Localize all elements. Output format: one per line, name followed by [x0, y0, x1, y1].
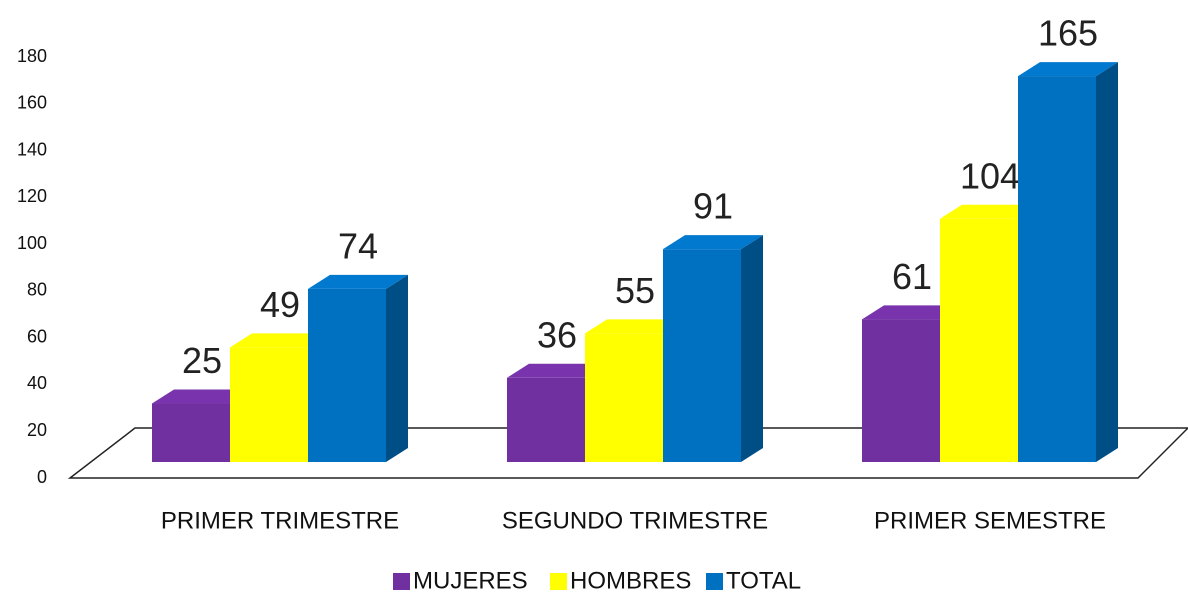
bar-top: [308, 274, 408, 289]
data-label: 49: [260, 284, 300, 325]
bar-top: [940, 204, 1040, 219]
bar: [507, 377, 585, 462]
bar: [308, 288, 386, 462]
bar-top: [230, 333, 330, 348]
data-label: 74: [338, 225, 378, 266]
data-label: 165: [1038, 13, 1098, 54]
bar: [940, 218, 1018, 462]
bar-top: [507, 363, 607, 378]
bar: [663, 249, 741, 462]
data-label: 91: [693, 186, 733, 227]
y-tick-label: 180: [17, 46, 47, 66]
x-tick-label: PRIMER TRIMESTRE: [161, 507, 399, 534]
bar-side: [386, 274, 408, 462]
y-tick-label: 160: [17, 93, 47, 113]
y-tick-label: 100: [17, 233, 47, 253]
bar: [1018, 76, 1096, 462]
legend-swatch: [393, 573, 410, 590]
y-tick-label: 0: [37, 467, 47, 487]
legend-label: HOMBRES: [570, 567, 691, 593]
bar: [862, 319, 940, 462]
legend-label: TOTAL: [726, 567, 801, 593]
bar-top: [862, 305, 962, 320]
bar-top: [585, 319, 685, 334]
y-tick-label: 20: [27, 420, 47, 440]
bar: [152, 403, 230, 462]
x-tick-label: PRIMER SEMESTRE: [874, 507, 1106, 534]
legend-swatch: [550, 573, 567, 590]
legend-swatch: [706, 573, 723, 590]
bar-top: [152, 389, 252, 404]
bar-side: [741, 235, 763, 462]
data-label: 55: [615, 270, 655, 311]
bar-top: [663, 235, 763, 250]
data-label: 36: [537, 314, 577, 355]
legend-label: MUJERES: [413, 567, 528, 593]
y-tick-label: 60: [27, 326, 47, 346]
y-tick-label: 40: [27, 373, 47, 393]
y-tick-label: 80: [27, 280, 47, 300]
data-label: 61: [892, 256, 932, 297]
bar-side: [1096, 62, 1118, 462]
bar-top: [1018, 62, 1118, 77]
y-tick-label: 140: [17, 139, 47, 159]
x-tick-label: SEGUNDO TRIMESTRE: [502, 507, 768, 534]
data-label: 25: [182, 340, 222, 381]
bar: [230, 347, 308, 462]
y-tick-label: 120: [17, 186, 47, 206]
data-label: 104: [960, 155, 1020, 196]
bar: [585, 333, 663, 462]
